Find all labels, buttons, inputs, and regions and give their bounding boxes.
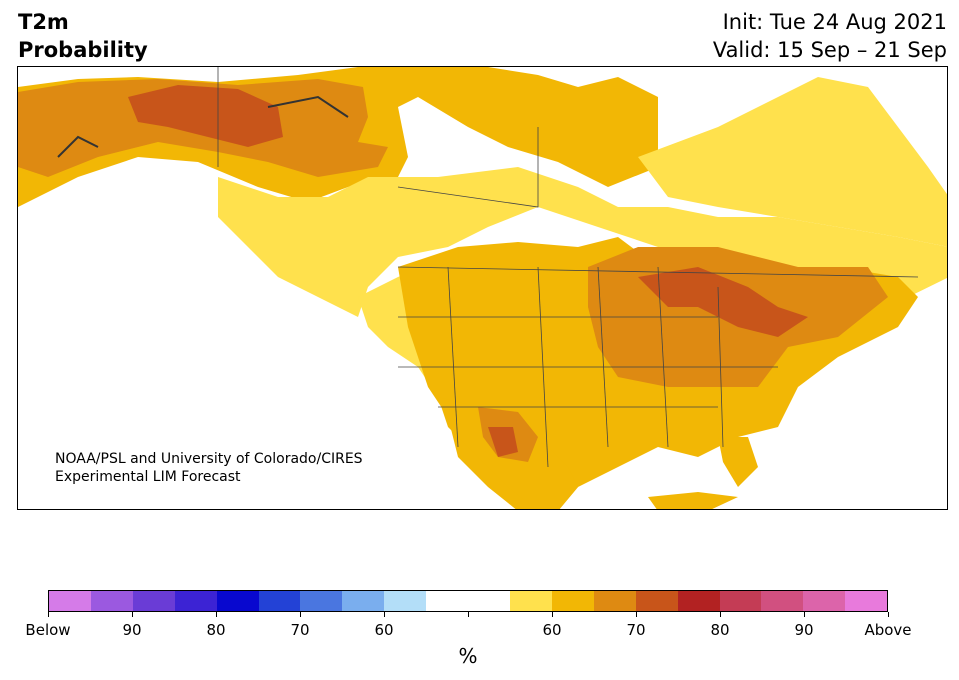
colorbar-tick-mark [48, 612, 49, 617]
colorbar-tick-mark [216, 612, 217, 617]
colorbar-tick-mark [552, 612, 553, 617]
colorbar-tick-label: 80 [710, 621, 730, 639]
colorbar-tick-label: 60 [542, 621, 562, 639]
political-borders [217, 67, 919, 468]
credit-line-1: NOAA/PSL and University of Colorado/CIRE… [55, 451, 363, 467]
colorbar-tick-label: Below [25, 621, 71, 639]
colorbar-tick-label: 70 [626, 621, 646, 639]
region-mexico-core [488, 427, 518, 457]
colorbar-segment [426, 591, 469, 611]
colorbar-segment [300, 591, 343, 611]
colorbar-segment [803, 591, 846, 611]
title-variable: T2m [18, 10, 69, 34]
colorbar-tick-mark [888, 612, 889, 617]
colorbar-segment [216, 591, 259, 611]
colorbar-tick-label: 90 [794, 621, 814, 639]
colorbar-segment [845, 591, 888, 611]
colorbar-tick-mark [132, 612, 133, 617]
colorbar-segment [384, 591, 427, 611]
probability-map [18, 67, 947, 509]
forecast-dates: Init: Tue 24 Aug 2021 Valid: 15 Sep – 21… [713, 8, 947, 64]
colorbar-segment [509, 591, 552, 611]
colorbar-tick-mark [636, 612, 637, 617]
colorbar-tick-label: 70 [290, 621, 310, 639]
colorbar-unit: % [458, 644, 478, 668]
colorbar-tick-label: 80 [206, 621, 226, 639]
colorbar-segment [677, 591, 720, 611]
colorbar-tick-label: 90 [122, 621, 142, 639]
colorbar-tick-label: Above [864, 621, 912, 639]
colorbar-segment [342, 591, 385, 611]
init-date: Init: Tue 24 Aug 2021 [722, 10, 947, 34]
colorbar-tick-mark [468, 612, 469, 617]
colorbar-tick-mark [300, 612, 301, 617]
colorbar-segment [258, 591, 301, 611]
map-title: T2m Probability [18, 8, 148, 64]
colorbar [48, 590, 888, 612]
colorbar-segment [719, 591, 762, 611]
region-caribbean [648, 492, 738, 509]
colorbar-segment [90, 591, 133, 611]
credit-line-2: Experimental LIM Forecast [55, 469, 241, 485]
region-great-lakes-core [638, 267, 808, 337]
map-panel [17, 66, 948, 510]
colorbar-segment [635, 591, 678, 611]
colorbar-tick-mark [384, 612, 385, 617]
colorbar-segment [174, 591, 217, 611]
colorbar-tick-mark [720, 612, 721, 617]
region-alaska-core [128, 85, 283, 147]
colorbar-segment [593, 591, 636, 611]
forecast-credit: NOAA/PSL and University of Colorado/CIRE… [55, 450, 363, 486]
colorbar-segment [761, 591, 804, 611]
colorbar-segment [49, 591, 91, 611]
colorbar-tick-label: 60 [374, 621, 394, 639]
valid-date: Valid: 15 Sep – 21 Sep [712, 38, 947, 62]
rivers [57, 95, 349, 158]
colorbar-segment [132, 591, 175, 611]
title-type: Probability [18, 38, 148, 62]
colorbar-segment [551, 591, 594, 611]
region-eastern-canada [638, 77, 947, 247]
region-florida [718, 437, 758, 487]
colorbar-segment [468, 591, 510, 611]
colorbar-tick-mark [804, 612, 805, 617]
